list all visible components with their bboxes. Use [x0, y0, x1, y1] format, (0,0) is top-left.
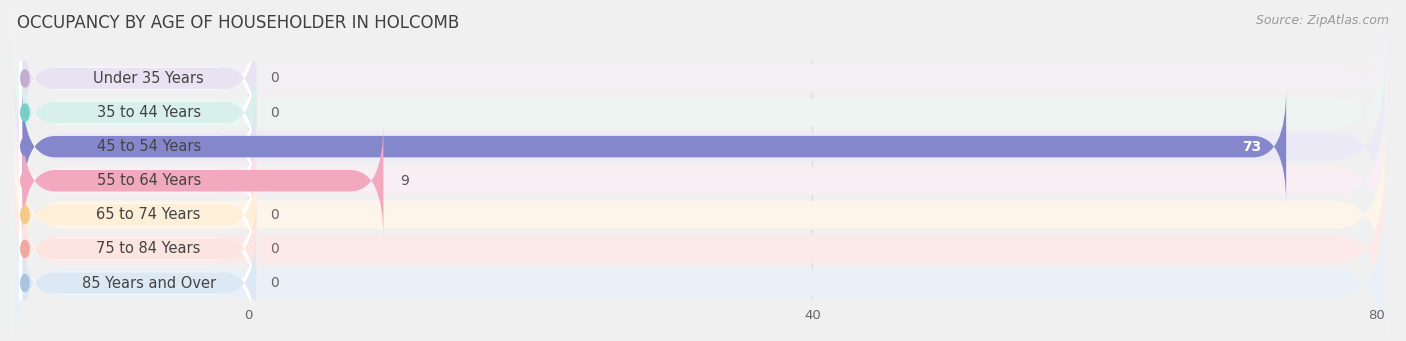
Text: 0: 0 — [270, 71, 278, 86]
FancyBboxPatch shape — [22, 123, 384, 238]
FancyBboxPatch shape — [20, 141, 256, 288]
FancyBboxPatch shape — [22, 192, 256, 306]
FancyBboxPatch shape — [14, 161, 1385, 337]
FancyBboxPatch shape — [20, 39, 256, 186]
FancyBboxPatch shape — [20, 107, 256, 254]
FancyBboxPatch shape — [14, 127, 1385, 303]
Text: 55 to 64 Years: 55 to 64 Years — [97, 173, 201, 188]
FancyBboxPatch shape — [20, 4, 256, 152]
Text: 0: 0 — [270, 276, 278, 290]
Text: 75 to 84 Years: 75 to 84 Years — [97, 241, 201, 256]
Text: 9: 9 — [401, 174, 409, 188]
FancyBboxPatch shape — [20, 209, 256, 341]
Circle shape — [21, 70, 30, 87]
Circle shape — [21, 172, 30, 189]
Text: 85 Years and Over: 85 Years and Over — [82, 276, 215, 291]
FancyBboxPatch shape — [14, 0, 1385, 166]
Text: Under 35 Years: Under 35 Years — [93, 71, 204, 86]
FancyBboxPatch shape — [20, 175, 256, 323]
FancyBboxPatch shape — [14, 25, 1385, 201]
FancyBboxPatch shape — [22, 89, 1286, 204]
FancyBboxPatch shape — [22, 55, 256, 170]
FancyBboxPatch shape — [14, 92, 1385, 269]
FancyBboxPatch shape — [20, 73, 256, 220]
FancyBboxPatch shape — [14, 195, 1385, 341]
Text: 73: 73 — [1241, 139, 1261, 154]
FancyBboxPatch shape — [22, 158, 256, 272]
FancyBboxPatch shape — [22, 89, 256, 204]
Text: 35 to 44 Years: 35 to 44 Years — [97, 105, 201, 120]
FancyBboxPatch shape — [22, 123, 256, 238]
Text: Source: ZipAtlas.com: Source: ZipAtlas.com — [1256, 14, 1389, 27]
Text: OCCUPANCY BY AGE OF HOUSEHOLDER IN HOLCOMB: OCCUPANCY BY AGE OF HOUSEHOLDER IN HOLCO… — [17, 14, 460, 32]
Circle shape — [21, 104, 30, 121]
FancyBboxPatch shape — [14, 59, 1385, 235]
FancyBboxPatch shape — [22, 225, 256, 340]
Text: 65 to 74 Years: 65 to 74 Years — [97, 207, 201, 222]
Circle shape — [21, 138, 30, 155]
Text: 0: 0 — [270, 105, 278, 120]
Circle shape — [21, 206, 30, 223]
Text: 45 to 54 Years: 45 to 54 Years — [97, 139, 201, 154]
Text: 0: 0 — [270, 208, 278, 222]
Text: 0: 0 — [270, 242, 278, 256]
FancyBboxPatch shape — [22, 21, 256, 136]
Circle shape — [21, 275, 30, 292]
Circle shape — [21, 240, 30, 257]
